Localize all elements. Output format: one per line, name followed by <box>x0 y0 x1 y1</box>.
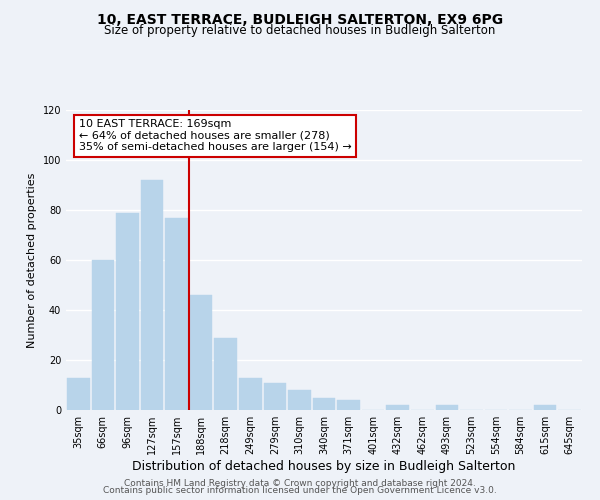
Bar <box>288 390 311 410</box>
Bar <box>67 378 89 410</box>
Bar <box>214 338 237 410</box>
Bar <box>190 295 212 410</box>
Text: Contains HM Land Registry data © Crown copyright and database right 2024.: Contains HM Land Registry data © Crown c… <box>124 478 476 488</box>
Bar <box>140 180 163 410</box>
Text: Size of property relative to detached houses in Budleigh Salterton: Size of property relative to detached ho… <box>104 24 496 37</box>
Bar <box>263 382 286 410</box>
Bar <box>165 218 188 410</box>
Bar <box>116 212 139 410</box>
X-axis label: Distribution of detached houses by size in Budleigh Salterton: Distribution of detached houses by size … <box>133 460 515 473</box>
Y-axis label: Number of detached properties: Number of detached properties <box>27 172 37 348</box>
Text: Contains public sector information licensed under the Open Government Licence v3: Contains public sector information licen… <box>103 486 497 495</box>
Bar <box>92 260 114 410</box>
Bar <box>239 378 262 410</box>
Text: 10 EAST TERRACE: 169sqm
← 64% of detached houses are smaller (278)
35% of semi-d: 10 EAST TERRACE: 169sqm ← 64% of detache… <box>79 119 352 152</box>
Bar <box>313 398 335 410</box>
Bar <box>534 405 556 410</box>
Bar <box>386 405 409 410</box>
Bar <box>436 405 458 410</box>
Text: 10, EAST TERRACE, BUDLEIGH SALTERTON, EX9 6PG: 10, EAST TERRACE, BUDLEIGH SALTERTON, EX… <box>97 12 503 26</box>
Bar <box>337 400 360 410</box>
